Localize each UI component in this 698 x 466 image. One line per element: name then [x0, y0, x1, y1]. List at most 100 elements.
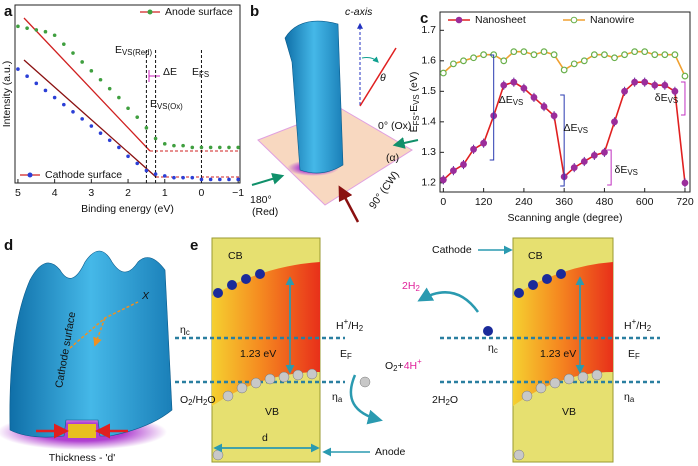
text-part: H [336, 320, 344, 332]
point [25, 74, 29, 78]
y-tick-label: 1.4 [421, 116, 436, 128]
x-tick-label: 4 [52, 187, 58, 199]
legend-label: Nanowire [590, 14, 635, 26]
point [52, 95, 57, 100]
point [671, 87, 679, 95]
axes [69, 301, 139, 348]
text-part: E [150, 98, 157, 110]
point [641, 48, 649, 56]
point [190, 175, 195, 180]
diagram-label: ηc [488, 342, 498, 355]
point [153, 136, 158, 141]
diagram-label: O2/H2O [180, 394, 216, 407]
text-part: E [115, 44, 122, 56]
text-part: η [180, 324, 186, 336]
point [89, 124, 94, 128]
text-part: η [624, 391, 630, 403]
text-part: δE [655, 92, 668, 104]
bracket [560, 94, 565, 187]
diagram-label: ηa [624, 391, 635, 404]
text-part: VS(Red) [122, 48, 153, 57]
point [550, 51, 558, 59]
point [144, 168, 149, 173]
point [651, 81, 659, 89]
text-part: F [347, 352, 352, 361]
point [570, 60, 578, 68]
bracket [607, 149, 612, 186]
point [34, 81, 39, 86]
point [98, 131, 103, 135]
x-tick-label: 0 [199, 187, 205, 199]
point [236, 177, 240, 182]
point [16, 24, 20, 29]
ox-arrow [392, 137, 419, 149]
point [641, 78, 649, 86]
diagram-label: 1.23 eV [240, 348, 276, 360]
text-part: 2 [359, 324, 363, 333]
plot-frame [14, 4, 241, 184]
x-tick-label: 1 [162, 187, 168, 199]
text-part: O [207, 394, 215, 406]
point [439, 69, 447, 77]
diagram-label: VB [265, 406, 279, 418]
point [227, 145, 231, 150]
point [631, 48, 639, 56]
y-axis-label: Intensity (a.u.) [1, 61, 13, 128]
diagram-label: EF [628, 348, 640, 361]
text-part: O [385, 360, 393, 372]
fit-lines [23, 17, 240, 178]
ox-label: 0° (Ox) [378, 120, 411, 132]
text-part: F [635, 352, 640, 361]
annotation: δEVS [614, 164, 637, 177]
theta-arc [361, 56, 379, 63]
point [190, 145, 195, 150]
point [510, 48, 518, 56]
x-tick-label: 600 [636, 196, 654, 208]
electrons [213, 269, 566, 336]
red-arrow-in [251, 173, 285, 186]
point [621, 87, 628, 95]
point [460, 57, 467, 65]
point [117, 95, 121, 100]
point [470, 145, 477, 153]
point [144, 126, 149, 130]
point [460, 161, 467, 168]
panel-b: b c-axis θ 0° (Ox) (α) 180° (Red) 90° (C… [250, 3, 419, 223]
diagram-label: CB [528, 250, 543, 262]
point [52, 33, 57, 38]
text-part: a [338, 395, 343, 404]
text-part: ΔE [563, 122, 577, 134]
y-tick-label: 1.7 [421, 24, 436, 36]
point [631, 78, 639, 86]
point [107, 138, 112, 143]
text-part: 2 [188, 398, 192, 407]
text-part: /H [348, 320, 359, 332]
text-part: /H [636, 320, 647, 332]
text-part: VS [668, 96, 678, 105]
y-tick-label: 1.3 [421, 146, 436, 158]
thickness-bar [68, 424, 96, 438]
point [480, 139, 488, 147]
point [530, 94, 538, 101]
alpha-label: (α) [386, 152, 399, 164]
x-tick-label: 3 [88, 187, 94, 199]
thickness-label: Thickness - 'd' [49, 452, 115, 464]
point [450, 167, 457, 175]
plot-frame [439, 11, 691, 193]
text-part: VS [627, 168, 637, 177]
axis-label: X [141, 290, 150, 302]
point [135, 115, 140, 119]
point [590, 51, 598, 59]
point [208, 145, 213, 150]
text-part: + [398, 360, 404, 372]
point [470, 54, 477, 62]
diagram-label: ηc [180, 324, 190, 337]
point [681, 179, 689, 187]
point [611, 118, 618, 126]
point [218, 177, 222, 182]
x-tick-label: 5 [15, 187, 21, 199]
annotation: EVS(Ox) [150, 98, 183, 111]
point [80, 117, 84, 121]
text-part: 2 [393, 364, 397, 373]
x-tick-label: 720 [676, 196, 694, 208]
